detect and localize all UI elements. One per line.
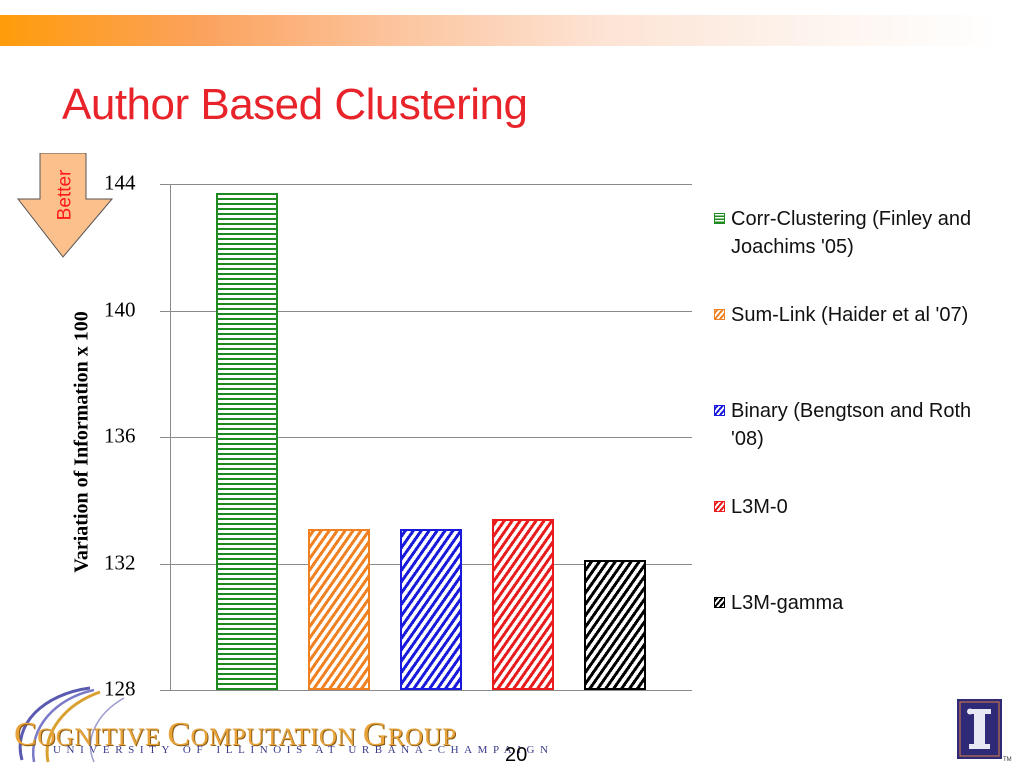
legend-item: Binary (Bengtson and Roth '08) (714, 397, 1004, 453)
bar-2 (308, 529, 370, 690)
y-tick-label: 128 (104, 676, 136, 701)
y-tick-label: 132 (104, 550, 136, 575)
y-tick-label: 140 (104, 297, 136, 322)
y-axis-title-text: Variation of Information x 100 (70, 311, 93, 573)
legend-item: Corr-Clustering (Finley and Joachims '05… (714, 205, 1004, 261)
legend-label: L3M-gamma (731, 592, 844, 614)
gridline (160, 690, 692, 691)
legend-swatch-icon (714, 597, 725, 608)
legend-item: Sum-Link (Haider et al '07) (714, 301, 1004, 329)
ccg-swoosh-logo-icon (18, 686, 125, 763)
page-number: 20 (505, 744, 528, 766)
legend-label: L3M-0 (731, 496, 788, 518)
y-tick-label: 144 (104, 170, 136, 195)
bar-1 (216, 193, 278, 690)
better-arrow-icon (16, 152, 114, 258)
illinois-block-i-logo-icon (957, 699, 1002, 759)
y-axis-line (170, 184, 171, 691)
slide-title: Author Based Clustering (62, 80, 528, 129)
header-gradient-bar (0, 15, 1000, 46)
y-tick-label: 136 (104, 423, 136, 448)
better-annotation: Better (42, 160, 88, 230)
legend-swatch-icon (714, 405, 725, 416)
legend-label: Binary (Bengtson and Roth '08) (731, 400, 972, 450)
legend-label: Sum-Link (Haider et al '07) (731, 304, 969, 326)
bar-4 (492, 519, 554, 690)
gridline (160, 184, 692, 185)
legend-label: Corr-Clustering (Finley and Joachims '05… (731, 208, 972, 258)
legend-swatch-icon (714, 501, 725, 512)
legend-item: L3M-gamma (714, 589, 1004, 617)
gridline (160, 437, 692, 438)
bar-3 (400, 529, 462, 690)
gridline (160, 311, 692, 312)
better-label: Better (54, 169, 76, 221)
bar-5 (584, 560, 646, 690)
legend-swatch-icon (714, 213, 725, 224)
legend-item: L3M-0 (714, 493, 1004, 521)
ccg-group-name: COGNITIVE COMPUTATION GROUP (14, 716, 457, 753)
university-name: UNIVERSITY OF ILLINOIS AT URBANA-CHAMPAI… (53, 744, 554, 756)
legend-swatch-icon (714, 309, 725, 320)
trademark-mark: TM (1003, 757, 1012, 763)
